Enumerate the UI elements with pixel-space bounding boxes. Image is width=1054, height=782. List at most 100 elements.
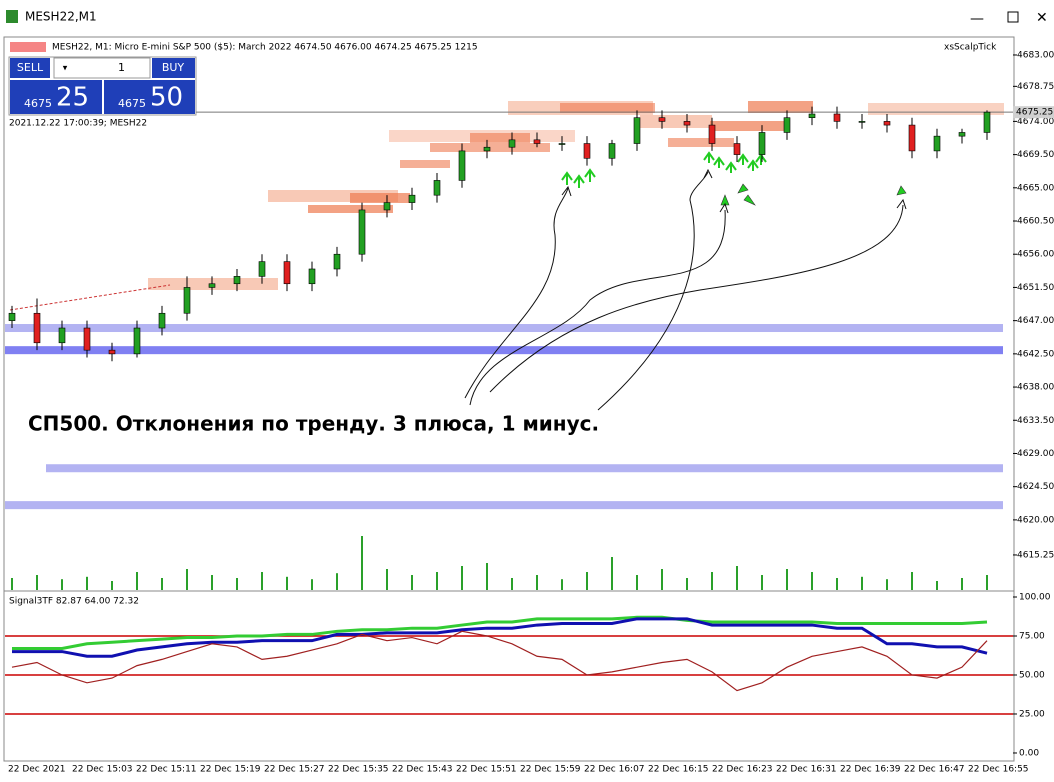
- x-tick-label: 22 Dec 15:43: [392, 765, 453, 775]
- x-tick-label: 22 Dec 15:11: [136, 765, 197, 775]
- candle-body: [358, 209, 366, 255]
- volume-bar: [361, 536, 363, 590]
- sell-label[interactable]: SELL: [17, 61, 44, 74]
- buy-label[interactable]: BUY: [162, 61, 185, 74]
- bid-small: 25: [56, 83, 89, 113]
- volume-bar: [86, 576, 88, 590]
- volume-bar: [261, 572, 263, 590]
- y-tick-label: 4615.25: [1017, 550, 1054, 560]
- minimize-button[interactable]: —: [970, 11, 984, 27]
- volume-bar: [511, 578, 513, 590]
- volume-bar: [536, 575, 538, 590]
- volume-bar: [36, 575, 38, 590]
- lot-dropdown[interactable]: ▾: [63, 64, 68, 74]
- sell-button[interactable]: [10, 58, 50, 78]
- volume-bar: [286, 576, 288, 590]
- volume-bar: [786, 569, 788, 590]
- candle-body: [608, 143, 616, 159]
- y-tick-label: 4647.00: [1017, 316, 1054, 326]
- volume-bar: [336, 573, 338, 590]
- bid-box[interactable]: [10, 80, 102, 114]
- candle-body: [808, 113, 816, 119]
- y-tick-label: 4620.00: [1017, 515, 1054, 525]
- candle-body: [958, 132, 966, 137]
- volume-bar: [311, 579, 313, 590]
- indicator-line: [12, 617, 988, 658]
- volume-bar: [461, 566, 463, 590]
- indicator-line: [12, 615, 988, 650]
- close-button[interactable]: ✕: [1036, 10, 1048, 26]
- volume-bar: [436, 572, 438, 590]
- annotation: СП500. Отклонения по тренду. 3 плюса, 1 …: [28, 412, 599, 436]
- volume-bar: [861, 576, 863, 590]
- x-tick-label: 22 Dec 16:15: [648, 765, 709, 775]
- lot-input[interactable]: [53, 57, 151, 79]
- candle-body: [33, 312, 41, 344]
- y-tick-label: 50.00: [1019, 670, 1045, 680]
- volume-bar: [811, 572, 813, 590]
- candle-body: [333, 253, 341, 270]
- y-tick-label: 4660.50: [1017, 217, 1054, 227]
- candle-body: [708, 124, 716, 144]
- candle-body: [183, 287, 191, 314]
- x-tick-label: 22 Dec 15:27: [264, 765, 325, 775]
- candle-body: [433, 180, 441, 196]
- level-band: [5, 346, 1003, 355]
- candle-body: [133, 327, 141, 355]
- trade-panel: SELL ▾ 1 BUY 4675 25 4675 50: [8, 56, 197, 116]
- x-tick-label: 22 Dec 15:03: [72, 765, 133, 775]
- indicator-title: Signal3TF 82.87 64.00 72.32: [9, 597, 139, 607]
- lot-value[interactable]: 1: [118, 61, 125, 74]
- volume-bar: [161, 578, 163, 590]
- level-band: [5, 324, 1003, 333]
- volume-bar: [211, 575, 213, 590]
- y-tick-label: 4629.00: [1017, 449, 1054, 459]
- timestamp: 2021.12.22 17:00:39; MESH22: [9, 119, 147, 129]
- candle-body: [833, 113, 841, 122]
- y-tick-label: 4665.00: [1017, 183, 1054, 193]
- candle-body: [458, 150, 466, 181]
- candle-body: [633, 117, 641, 144]
- bid-big: 4675: [24, 97, 52, 110]
- y-tick-label: 4656.00: [1017, 250, 1054, 260]
- y-tick-label: 4651.50: [1017, 283, 1054, 293]
- volume-bar: [136, 572, 138, 590]
- maximize-button[interactable]: [1007, 11, 1019, 23]
- x-tick-label: 22 Dec 2021: [8, 765, 66, 775]
- volume-bar: [236, 578, 238, 590]
- y-tick-label: 75.00: [1019, 631, 1045, 641]
- ask-small: 50: [150, 83, 183, 113]
- candle-body: [558, 143, 566, 145]
- candle-body: [208, 283, 216, 288]
- annotation-curves: [464, 168, 907, 411]
- volume-bar: [736, 566, 738, 590]
- candle-body: [733, 143, 741, 155]
- candle-body: [533, 139, 541, 144]
- x-tick-label: 22 Dec 16:23: [712, 765, 773, 775]
- x-tick-label: 22 Dec 16:55: [968, 765, 1029, 775]
- y-tick-label: 4642.50: [1017, 349, 1054, 359]
- volume-bar: [886, 579, 888, 590]
- candle-body: [383, 202, 391, 211]
- level-band: [46, 464, 1003, 473]
- y-tick-label: 4638.00: [1017, 383, 1054, 393]
- ask-box[interactable]: [104, 80, 195, 114]
- volume-bar: [836, 578, 838, 590]
- candle-body: [108, 349, 116, 355]
- small-arrows: [720, 183, 907, 206]
- window-title: MESH22,M1: [25, 10, 97, 24]
- volume-bar: [661, 569, 663, 590]
- volume-bar: [711, 572, 713, 590]
- volume-bar: [386, 569, 388, 590]
- signal-arrows: [561, 151, 767, 188]
- volume-bar: [11, 578, 13, 590]
- x-tick-label: 22 Dec 15:51: [456, 765, 517, 775]
- buy-button[interactable]: [152, 58, 195, 78]
- candle-body: [58, 327, 66, 344]
- indicator-line: [11, 630, 988, 692]
- y-tick-label: 100.00: [1019, 592, 1051, 602]
- volume-bar: [986, 575, 988, 590]
- candle-body: [83, 327, 91, 351]
- y-tick-label: 4624.50: [1017, 482, 1054, 492]
- volume-bar: [411, 575, 413, 590]
